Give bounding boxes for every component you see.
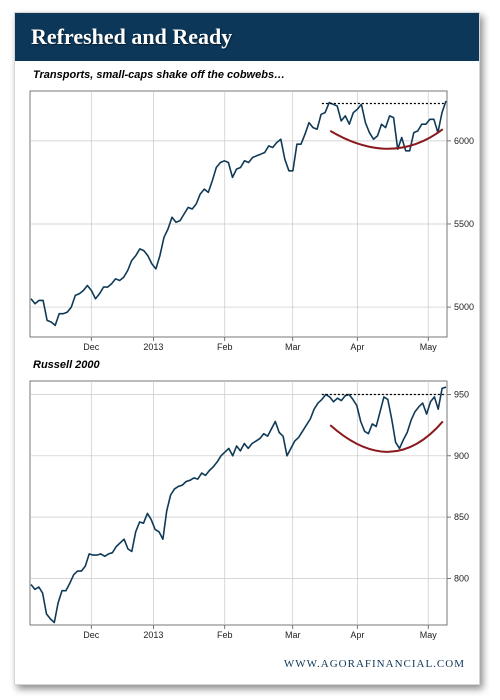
x-tick-label: Feb — [217, 342, 233, 352]
chart-1-title: Transports, small-caps shake off the cob… — [33, 69, 286, 81]
x-tick-label: 2013 — [143, 630, 163, 640]
chart-2-title: Russell 2000 — [33, 359, 100, 371]
chart-card: Refreshed and Ready Transports, small-ca… — [14, 12, 480, 685]
x-tick-label: May — [420, 342, 438, 352]
y-tick-label: 5500 — [454, 219, 474, 229]
x-tick-label: Dec — [83, 342, 100, 352]
y-tick-label: 800 — [454, 573, 469, 583]
transports-chart: Dec 2013 Feb Mar Apr May 5000 5500 6000 — [29, 90, 474, 352]
plot-frame — [29, 90, 448, 338]
y-tick-label: 900 — [454, 451, 469, 461]
x-tick-label: Mar — [285, 630, 301, 640]
x-tick-label: Mar — [285, 342, 301, 352]
x-tick-label: 2013 — [143, 342, 163, 352]
y-tick-label: 5000 — [454, 302, 474, 312]
source-footer: WWW.AGORAFINANCIAL.COM — [283, 658, 465, 670]
series-line — [30, 100, 447, 327]
russell-2000-chart: Dec 2013 Feb Mar Apr May 800 850 900 950 — [29, 380, 469, 640]
base-curve — [329, 128, 444, 150]
x-tick-label: Dec — [83, 630, 100, 640]
y-tick-label: 850 — [454, 512, 469, 522]
series-line — [30, 386, 447, 624]
page-title: Refreshed and Ready — [15, 13, 479, 61]
plot-frame — [29, 380, 448, 626]
y-tick-label: 6000 — [454, 136, 474, 146]
x-tick-label: May — [420, 630, 438, 640]
x-tick-label: Feb — [217, 630, 233, 640]
y-tick-label: 950 — [454, 389, 469, 399]
x-tick-label: Apr — [350, 342, 364, 352]
x-tick-label: Apr — [350, 630, 364, 640]
base-curve — [329, 420, 444, 453]
